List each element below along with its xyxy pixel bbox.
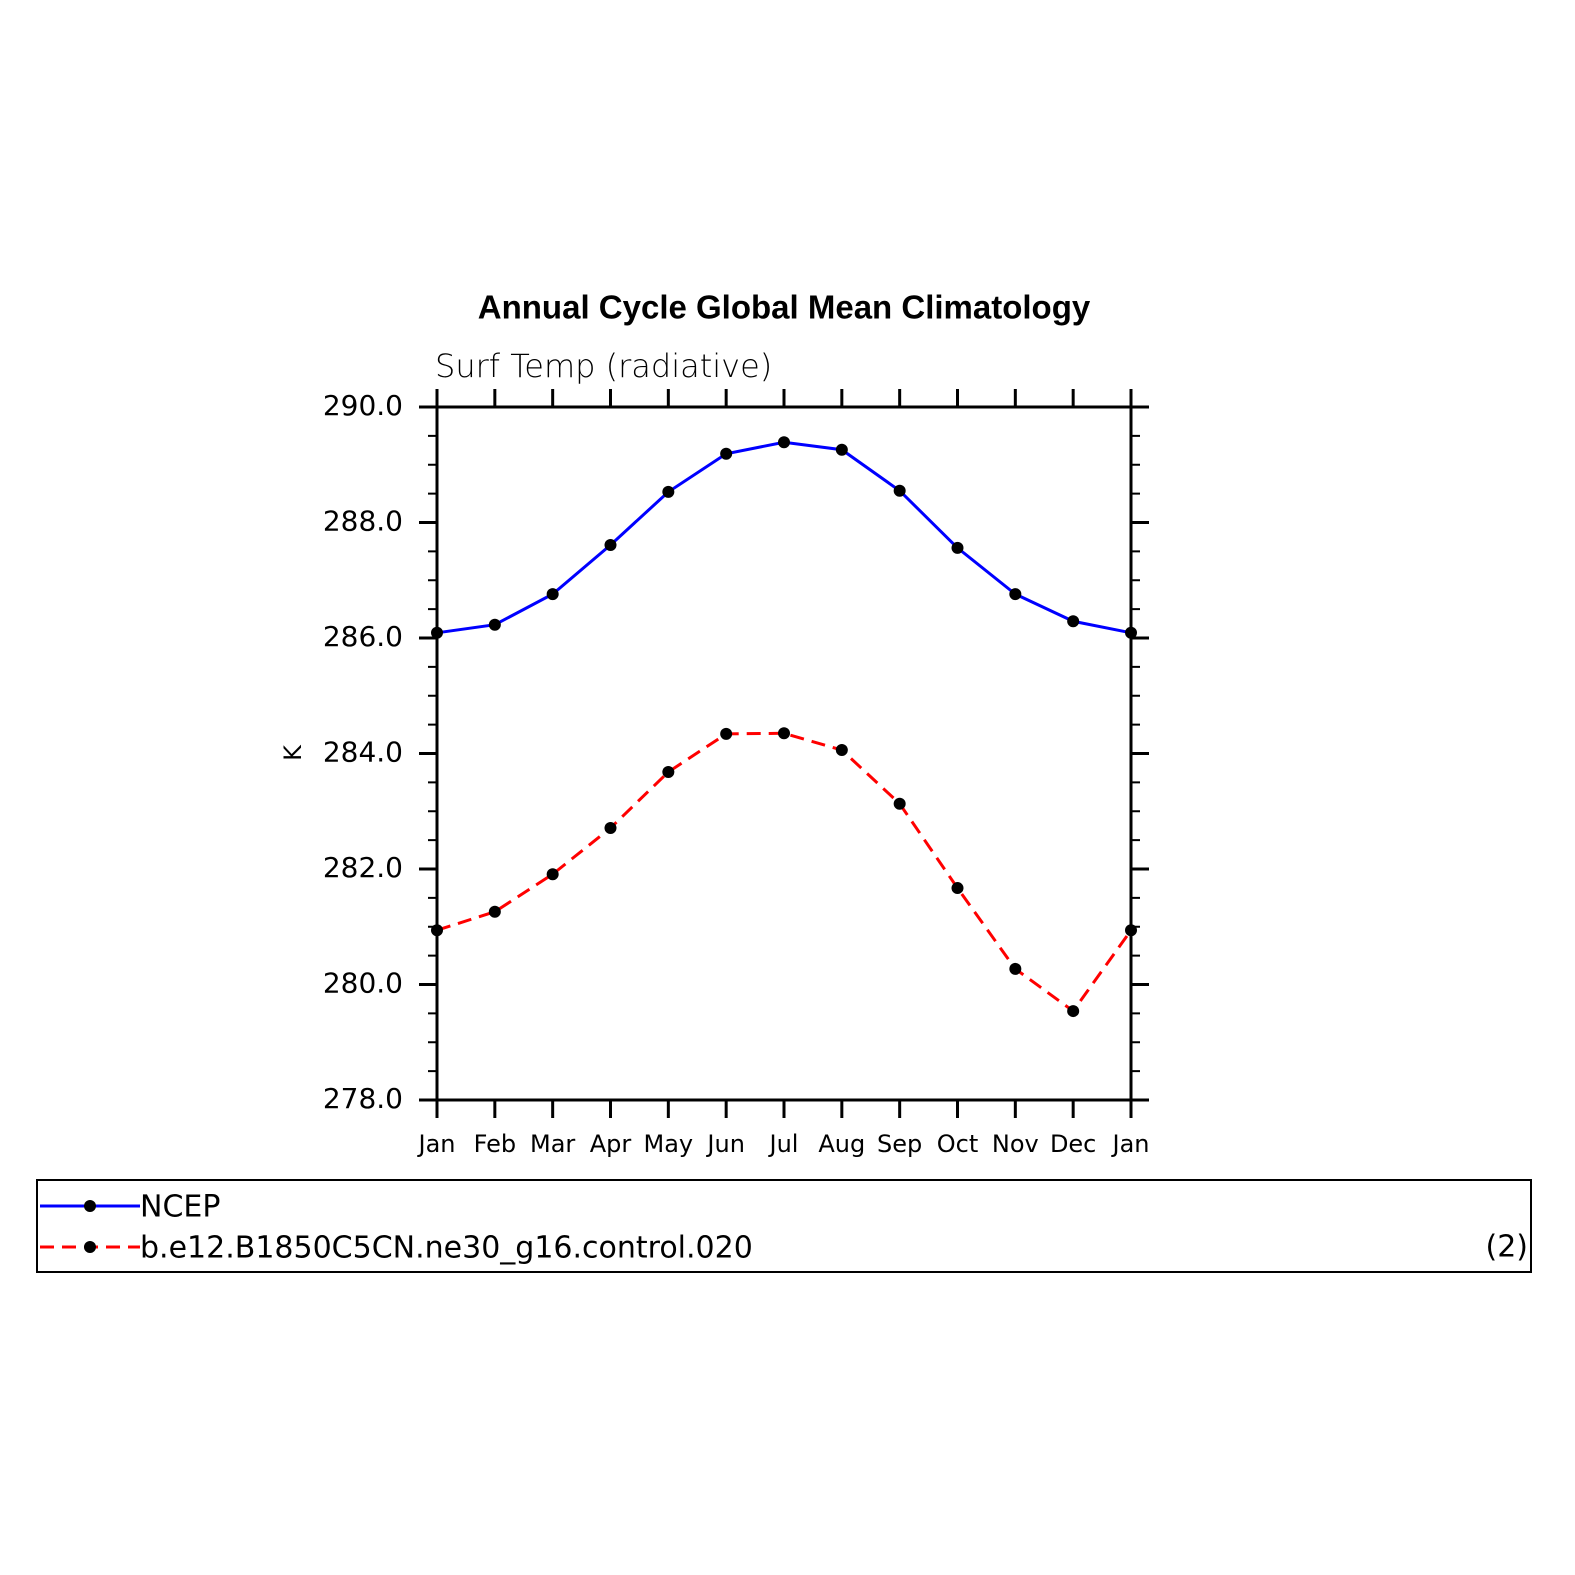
legend-label: NCEP <box>140 1190 220 1225</box>
x-tick-label: Jun <box>705 1130 745 1158</box>
data-point <box>778 727 790 740</box>
x-tick-label: Apr <box>590 1130 632 1158</box>
x-tick-label: May <box>644 1130 694 1158</box>
chart-subtitle: Surf Temp (radiative) <box>435 347 772 385</box>
data-point <box>835 443 848 456</box>
x-tick-label: Mar <box>530 1130 575 1158</box>
x-tick-label: Jan <box>1111 1130 1150 1158</box>
data-point <box>1125 924 1137 937</box>
x-tick-label: Oct <box>937 1130 979 1158</box>
data-point <box>1067 1005 1080 1018</box>
data-point <box>431 626 443 639</box>
data-point <box>1067 615 1080 628</box>
data-point <box>720 727 733 740</box>
data-point <box>951 541 964 554</box>
chart-title: Annual Cycle Global Mean Climatology <box>478 289 1091 326</box>
data-point <box>604 821 617 834</box>
legend-marker <box>84 1200 96 1212</box>
data-point <box>951 882 964 895</box>
y-axis-label: K <box>279 744 307 761</box>
data-point <box>662 765 675 778</box>
data-point <box>1009 588 1022 601</box>
x-tick-label: Jul <box>768 1130 799 1158</box>
data-point <box>431 924 443 937</box>
y-tick-label: 282.0 <box>323 851 403 884</box>
y-tick-label: 290.0 <box>323 389 403 422</box>
y-tick-label: 280.0 <box>323 967 403 1000</box>
y-tick-label: 286.0 <box>323 620 403 653</box>
data-point <box>893 484 906 497</box>
x-tick-label: Feb <box>474 1130 517 1158</box>
data-point <box>835 744 848 757</box>
x-tick-label: Aug <box>818 1130 865 1158</box>
y-tick-label: 288.0 <box>323 505 403 538</box>
legend-box <box>36 1179 1532 1273</box>
data-point <box>662 485 675 498</box>
legend-note: (2) <box>1486 1230 1529 1265</box>
data-point <box>778 436 790 449</box>
data-point <box>893 797 906 810</box>
x-tick-label: Nov <box>992 1130 1039 1158</box>
data-point <box>546 588 559 601</box>
x-tick-label: Jan <box>417 1130 456 1158</box>
x-tick-label: Dec <box>1050 1130 1096 1158</box>
y-tick-label: 278.0 <box>323 1082 403 1115</box>
data-point <box>604 539 617 552</box>
data-point <box>488 905 501 918</box>
data-point <box>1125 626 1137 639</box>
data-point <box>720 447 733 460</box>
data-point <box>546 868 559 881</box>
data-point <box>488 618 501 631</box>
legend-marker <box>84 1241 96 1253</box>
y-tick-label: 284.0 <box>323 736 403 769</box>
legend-label: b.e12.B1850C5CN.ne30_g16.control.020 <box>140 1231 753 1266</box>
data-point <box>1009 962 1022 975</box>
x-tick-label: Sep <box>877 1130 922 1158</box>
